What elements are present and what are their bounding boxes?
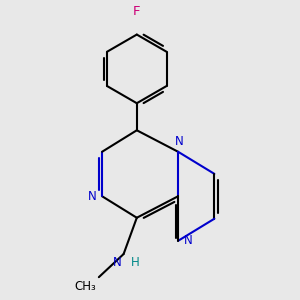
Text: F: F	[133, 5, 140, 18]
Text: CH₃: CH₃	[74, 280, 96, 293]
Text: H: H	[131, 256, 140, 269]
Text: N: N	[113, 256, 122, 269]
Text: N: N	[175, 135, 184, 148]
Text: N: N	[184, 234, 193, 248]
Text: N: N	[87, 190, 96, 203]
